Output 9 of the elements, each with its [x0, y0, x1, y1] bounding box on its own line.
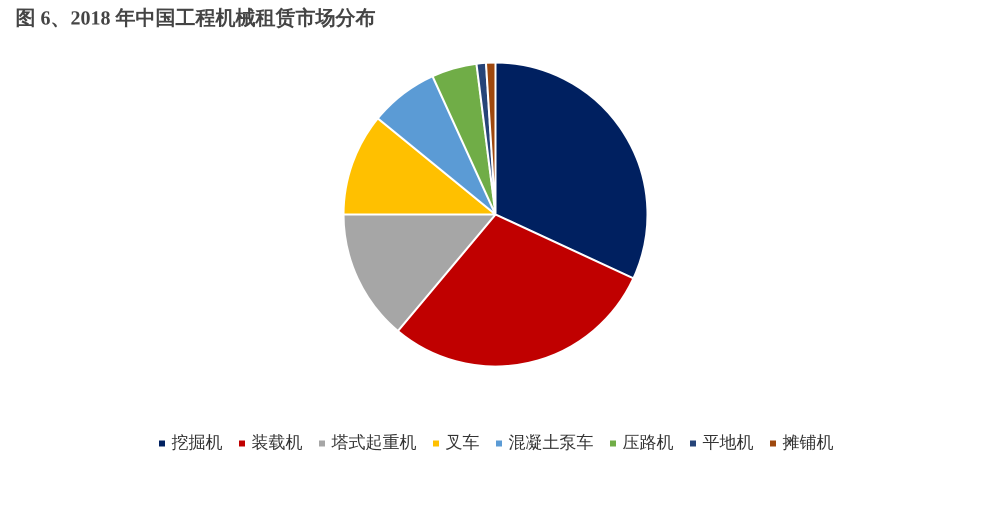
legend-label: 挖掘机: [172, 432, 222, 454]
legend-label: 压路机: [622, 432, 674, 454]
legend-label: 平地机: [702, 432, 754, 454]
legend-label: 装载机: [252, 432, 302, 454]
chart-title: 图 6、2018 年中国工程机械租赁市场分布: [16, 6, 376, 30]
legend-label: 塔式起重机: [332, 432, 416, 454]
legend-label: 混凝土泵车: [508, 432, 594, 454]
legend-label: 摊铺机: [782, 432, 834, 454]
legend-label: 叉车: [446, 432, 480, 454]
